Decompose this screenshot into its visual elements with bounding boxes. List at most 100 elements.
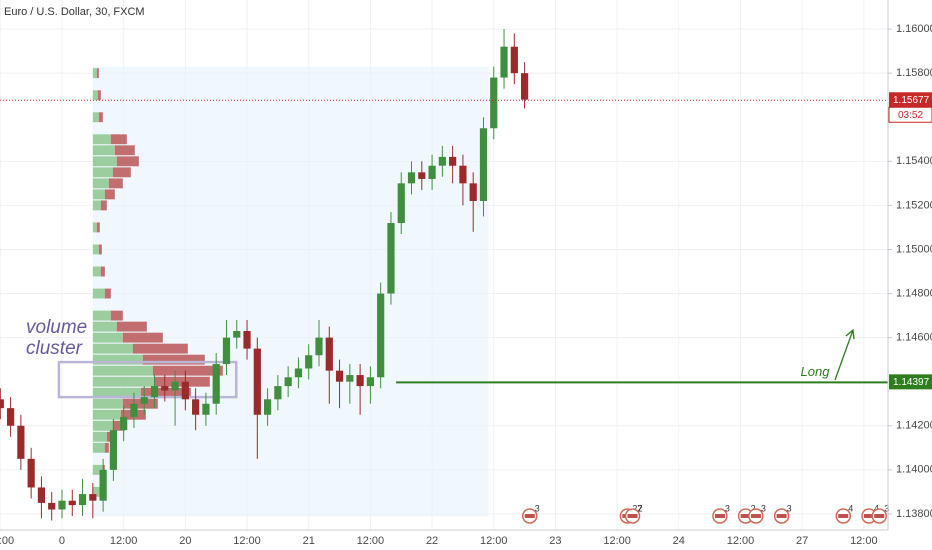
event-count: 4	[848, 503, 853, 513]
candle-body	[202, 403, 210, 415]
volume-down	[110, 310, 123, 321]
volume-up	[92, 321, 117, 332]
event-count: 3	[761, 503, 766, 513]
candle-body	[37, 487, 46, 503]
volume-down	[112, 167, 131, 178]
x-tick-label: 12:00	[357, 535, 385, 547]
volume-down	[96, 222, 100, 233]
x-tick-label: 12:00	[233, 535, 261, 547]
candle-body	[78, 494, 87, 506]
y-tick-label: 1.15000	[896, 243, 932, 255]
chart-title: Euro / U.S. Dollar, 30, FXCM	[4, 6, 145, 18]
event-flag	[776, 514, 787, 518]
candle-body	[438, 156, 446, 166]
y-tick-label: 1.14600	[896, 332, 932, 344]
event-count: 4	[874, 503, 879, 513]
x-tick-label: 27	[796, 535, 808, 547]
countdown: 03:52	[898, 110, 923, 121]
volume-down	[132, 343, 188, 354]
volume-down	[140, 387, 191, 398]
candle-body	[120, 416, 128, 431]
event-flag	[750, 514, 761, 518]
event-flag	[740, 514, 751, 518]
range-box	[92, 66, 489, 517]
event-count: 3	[535, 503, 540, 513]
x-tick-label: 12:00	[480, 535, 508, 547]
volume-up	[92, 288, 105, 299]
candle-body	[27, 458, 35, 488]
candle-body	[520, 73, 529, 100]
candle-body	[500, 46, 508, 78]
candle-body	[109, 430, 117, 470]
event-count: 2	[751, 503, 756, 513]
candle-body	[387, 223, 395, 294]
candle-body	[449, 156, 457, 166]
event-flag	[627, 514, 638, 518]
volume-up	[92, 310, 111, 321]
candle-body	[459, 165, 467, 184]
volume-up	[92, 332, 123, 343]
candle-body	[17, 425, 25, 459]
volume-up	[92, 145, 115, 156]
candle-body	[212, 364, 220, 404]
volume-up	[92, 200, 101, 211]
volume-down	[108, 178, 123, 189]
volume-up	[92, 387, 141, 398]
volume-up	[92, 409, 121, 420]
x-tick-label: 12:00	[0, 535, 14, 547]
long-price-label: 1.14397	[893, 377, 930, 388]
candle-body	[89, 494, 97, 501]
event-count: 27	[632, 503, 642, 513]
candle-body	[181, 381, 189, 400]
volume-up	[92, 354, 143, 365]
volume-down	[104, 442, 109, 453]
event-count: 3	[725, 503, 730, 513]
volume-down	[97, 90, 101, 101]
candle-body	[58, 500, 66, 510]
volume-down	[100, 200, 107, 211]
event-flag	[838, 514, 849, 518]
volume-up	[92, 68, 97, 79]
x-tick-label: 12:00	[110, 535, 138, 547]
event-count: 2	[638, 503, 643, 513]
volume-down	[96, 68, 99, 79]
volume-up	[92, 464, 103, 475]
y-tick-label: 1.15200	[896, 199, 932, 211]
candle-body	[418, 172, 426, 179]
long-label: Long	[801, 364, 831, 379]
candle-body	[305, 355, 313, 369]
x-tick-label: 21	[303, 535, 315, 547]
candle-body	[274, 386, 282, 400]
volume-up	[92, 222, 97, 233]
volume-up	[92, 486, 101, 497]
volume-down	[116, 156, 139, 167]
volume-up	[92, 431, 107, 442]
candle-body	[171, 381, 179, 391]
arrow	[834, 328, 855, 381]
y-tick-label: 1.14200	[896, 420, 932, 432]
candle-body	[377, 293, 385, 378]
candle-body	[284, 377, 292, 387]
volume-up	[92, 266, 101, 277]
volume-up	[92, 420, 113, 431]
candle-body	[294, 368, 303, 378]
x-tick-label: 0	[59, 535, 65, 547]
volume-down	[122, 398, 158, 409]
volume-up	[92, 244, 99, 255]
candle-body	[490, 77, 498, 129]
volume-up	[92, 90, 98, 101]
volume-up	[92, 343, 133, 354]
x-tick-label: 12:00	[603, 535, 631, 547]
candle-body	[346, 375, 354, 382]
y-tick-label: 1.15800	[896, 67, 932, 79]
volume-down	[104, 189, 115, 200]
candle-body	[263, 399, 272, 415]
volume-down	[98, 112, 103, 123]
volume-down	[152, 365, 223, 376]
event-count: 3	[884, 503, 889, 513]
volume-down	[112, 420, 125, 431]
volume-up	[92, 398, 123, 409]
volume-down	[104, 288, 111, 299]
y-tick-label: 1.15400	[896, 155, 932, 167]
